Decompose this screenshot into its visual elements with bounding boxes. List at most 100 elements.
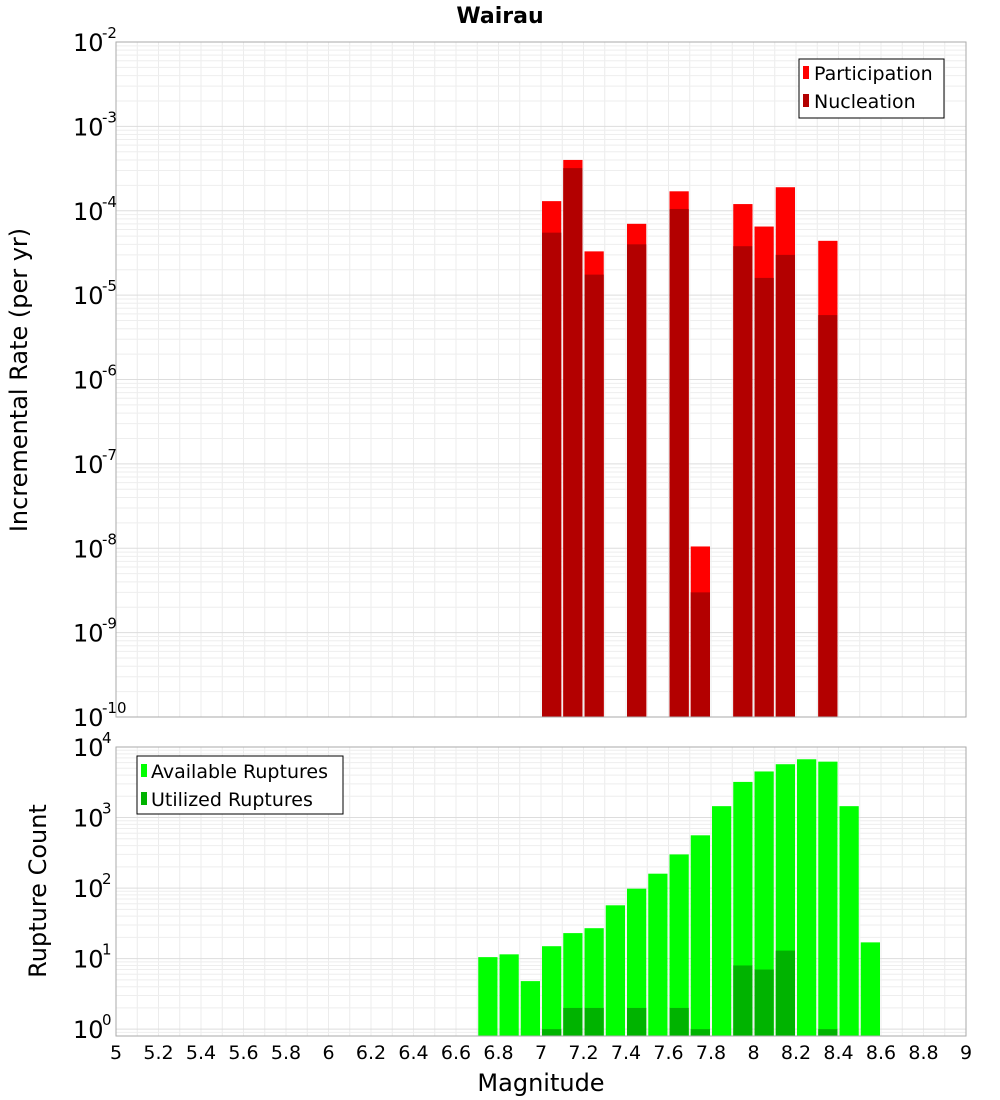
rate-ytick-base-5: 10 <box>73 282 104 310</box>
nucleation-bar-2 <box>584 274 604 717</box>
rate-ytick-exp-8: -2 <box>102 24 117 42</box>
rate-ytick-base-3: 10 <box>73 451 104 479</box>
x-tick-label-14: 7.8 <box>696 1042 726 1064</box>
rate-ytick-exp-4: -6 <box>102 362 117 380</box>
available-bar-18 <box>860 942 880 1036</box>
nucleation-bar-8 <box>775 254 795 717</box>
x-tick-label-12: 7.4 <box>611 1042 641 1064</box>
count-ytick-base-0: 10 <box>73 1016 104 1044</box>
x-tick-label-2: 5.4 <box>186 1042 216 1064</box>
rate-ytick-exp-1: -9 <box>102 615 117 633</box>
rate-ytick-base-8: 10 <box>73 29 104 57</box>
count-ytick-exp-4: 4 <box>102 729 112 747</box>
x-tick-label-3: 5.6 <box>228 1042 258 1064</box>
x-tick-label-8: 6.6 <box>441 1042 471 1064</box>
rate-ytick-base-0: 10 <box>73 704 104 732</box>
nucleation-bar-9 <box>818 315 838 717</box>
rate-ytick-exp-3: -7 <box>102 446 117 464</box>
count-ytick-base-1: 10 <box>73 946 104 974</box>
legend-swatch-utilized <box>141 792 147 805</box>
x-tick-label-20: 9 <box>960 1042 972 1064</box>
utilized-bar-4 <box>563 1007 583 1036</box>
nucleation-bar-1 <box>563 168 583 717</box>
count-bars <box>478 759 880 1036</box>
nucleation-bar-6 <box>733 246 753 718</box>
count-ytick-base-3: 10 <box>73 805 104 833</box>
legend-label-utilized: Utilized Ruptures <box>151 789 313 811</box>
available-bar-10 <box>690 835 710 1036</box>
utilized-bar-10 <box>690 1029 710 1036</box>
available-bar-0 <box>478 957 498 1036</box>
rate-gridlines <box>115 41 967 718</box>
x-tick-label-17: 8.4 <box>823 1042 853 1064</box>
utilized-bar-13 <box>754 969 774 1036</box>
available-bar-8 <box>648 873 668 1036</box>
x-tick-label-0: 5 <box>110 1042 122 1064</box>
utilized-bar-16 <box>818 1029 838 1036</box>
available-bar-2 <box>520 981 540 1036</box>
x-axis-label: Magnitude <box>477 1069 604 1097</box>
utilized-bar-9 <box>669 1007 689 1036</box>
x-tick-label-1: 5.2 <box>143 1042 173 1064</box>
nucleation-bar-7 <box>754 277 774 717</box>
utilized-bar-3 <box>542 1029 562 1036</box>
available-bar-6 <box>605 905 625 1036</box>
count-x-tick-labels: 5 5.2 5.4 5.6 5.8 6 6.2 6.4 6.6 6.8 7 7.2 7.4 7.6 7.8 8… <box>110 1042 972 1064</box>
legend-swatch-participation <box>803 66 809 79</box>
x-tick-label-16: 8.2 <box>781 1042 811 1064</box>
utilized-bar-14 <box>775 950 795 1036</box>
rate-ytick-base-7: 10 <box>73 113 104 141</box>
rate-ytick-exp-2: -8 <box>102 530 117 548</box>
nucleation-bar-5 <box>690 592 710 717</box>
count-y-axis-label: Rupture Count <box>24 804 52 978</box>
count-ytick-exp-2: 2 <box>102 870 112 888</box>
count-legend-box <box>136 755 344 815</box>
legend-swatch-available <box>141 764 147 777</box>
available-bar-7 <box>627 888 647 1036</box>
rate-legend: Participation Nucleation <box>798 58 945 119</box>
rate-ytick-base-6: 10 <box>73 198 104 226</box>
x-tick-label-18: 8.6 <box>866 1042 896 1064</box>
count-plot-frame <box>115 746 967 1037</box>
count-ytick-exp-1: 1 <box>102 941 112 959</box>
rate-ytick-exp-6: -4 <box>102 193 117 211</box>
x-tick-label-11: 7.2 <box>568 1042 598 1064</box>
x-tick-label-13: 7.6 <box>653 1042 683 1064</box>
rate-bars <box>542 159 838 718</box>
legend-swatch-nucleation <box>803 94 809 107</box>
count-ytick-base-4: 10 <box>73 734 104 762</box>
available-bar-9 <box>669 854 689 1036</box>
available-bar-16 <box>818 761 838 1036</box>
available-bar-3 <box>542 946 562 1036</box>
count-ytick-exp-0: 0 <box>102 1011 112 1029</box>
rate-ytick-exp-7: -3 <box>102 108 117 126</box>
rate-y-axis-label: Incremental Rate (per yr) <box>5 228 33 532</box>
nucleation-bar-0 <box>542 232 562 717</box>
x-tick-label-10: 7 <box>535 1042 547 1064</box>
legend-label-available: Available Ruptures <box>151 761 328 783</box>
available-bar-11 <box>712 806 732 1036</box>
legend-label-participation: Participation <box>814 63 933 85</box>
utilized-bar-5 <box>584 1007 604 1036</box>
rate-ytick-exp-5: -5 <box>102 277 117 295</box>
x-tick-label-19: 8.8 <box>908 1042 938 1064</box>
rate-plot-frame <box>115 41 967 718</box>
x-tick-label-4: 5.8 <box>271 1042 301 1064</box>
nucleation-bar-4 <box>669 208 689 717</box>
rate-ytick-base-4: 10 <box>73 367 104 395</box>
available-bar-1 <box>499 954 519 1036</box>
nucleation-bar-3 <box>627 244 647 718</box>
x-tick-label-6: 6.2 <box>356 1042 386 1064</box>
count-ytick-base-2: 10 <box>73 875 104 903</box>
utilized-bar-7 <box>627 1007 647 1036</box>
rate-ytick-exp-0: -10 <box>102 699 127 717</box>
rate-ytick-base-1: 10 <box>73 620 104 648</box>
x-tick-label-5: 6 <box>322 1042 334 1064</box>
chart-title: Wairau <box>456 4 543 29</box>
utilized-bar-12 <box>733 965 753 1036</box>
legend-label-nucleation: Nucleation <box>814 91 916 113</box>
